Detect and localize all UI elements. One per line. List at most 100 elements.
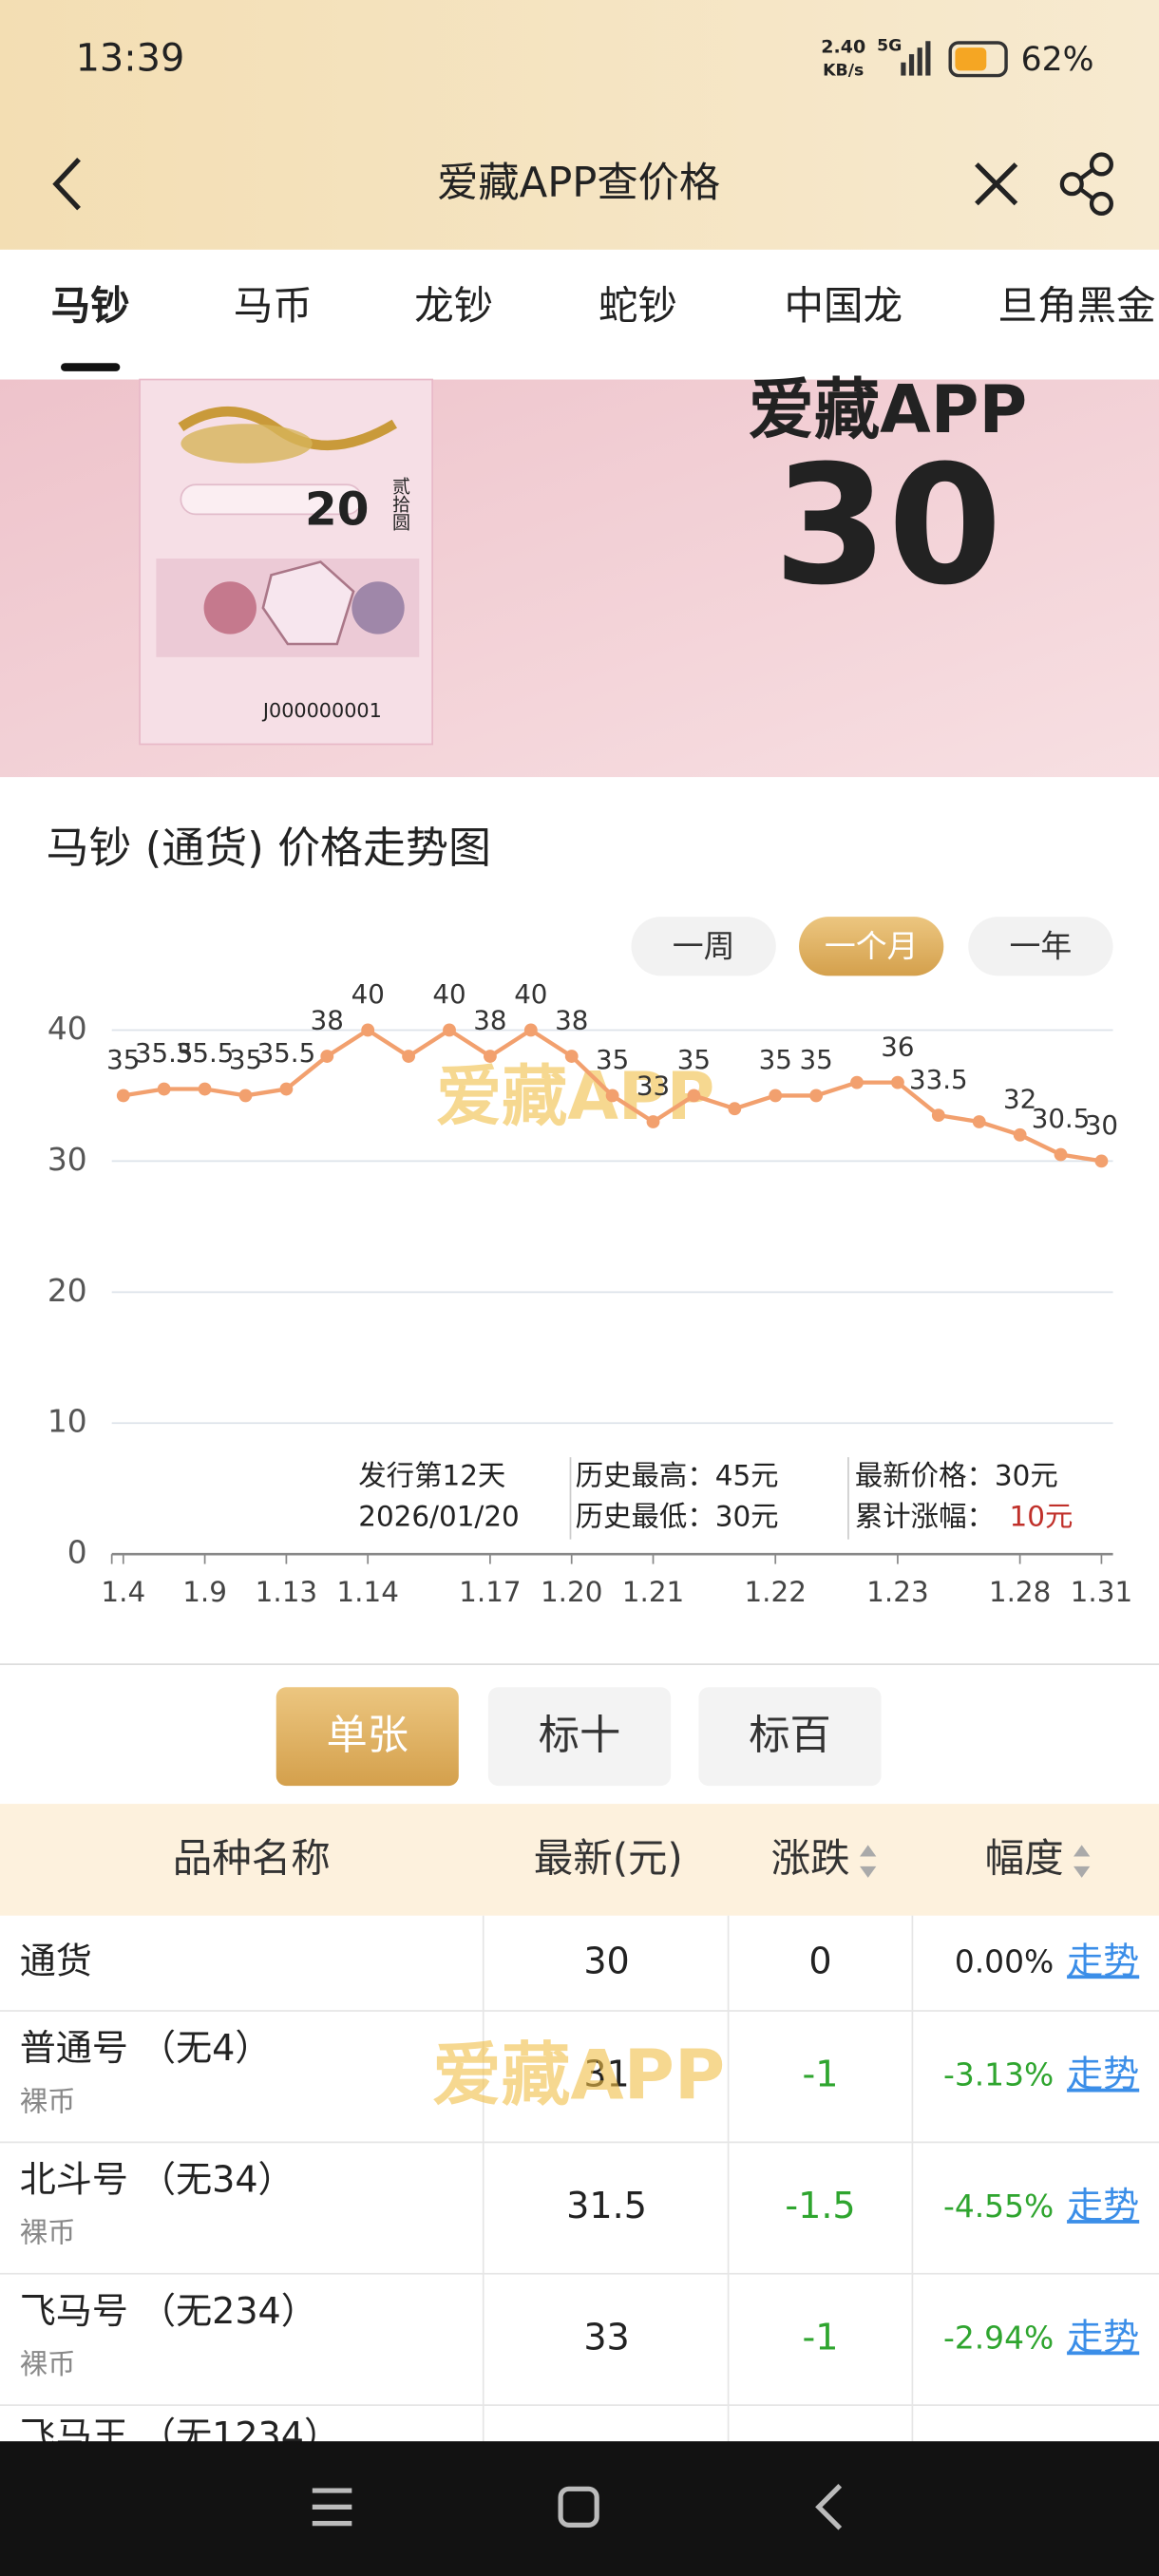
quantity-buttons: 单张 标十 标百 <box>276 1687 882 1787</box>
header-title: 爱藏APP查价格 <box>437 160 720 207</box>
x-tick-label: 1.13 <box>256 1576 318 1608</box>
value-label: 35 <box>800 1044 833 1075</box>
value-label: 35 <box>677 1044 711 1075</box>
back-button[interactable] <box>52 158 81 211</box>
point <box>116 1089 130 1103</box>
row-change: -1 <box>803 2054 839 2095</box>
value-label: 32 <box>1003 1083 1036 1114</box>
value-label: 38 <box>311 1005 344 1036</box>
trend-link[interactable]: 走势 <box>1067 1940 1139 1981</box>
point <box>972 1115 986 1128</box>
row-sub: 裸币 <box>20 2348 76 2380</box>
period-label: 一周 <box>673 927 735 964</box>
tab[interactable]: 蛇钞 <box>598 282 677 329</box>
info-gain: 10元 <box>1010 1501 1074 1533</box>
quantity-button[interactable] <box>487 1687 672 1787</box>
chart-watermark: 爱藏APP <box>436 1059 714 1135</box>
tab-indicator <box>61 363 121 371</box>
point <box>523 1023 538 1037</box>
row-price: 33 <box>583 2316 629 2358</box>
value-label: 35.5 <box>176 1037 235 1069</box>
point <box>402 1050 416 1063</box>
x-tick-label: 1.17 <box>459 1576 522 1608</box>
tab[interactable]: 中国龙 <box>784 282 902 329</box>
point <box>157 1082 171 1096</box>
chart-title: 马钞 (通货) 价格走势图 <box>46 823 491 873</box>
tab[interactable]: 旦角黑金 <box>998 282 1155 329</box>
point <box>1094 1154 1109 1168</box>
point <box>769 1089 783 1103</box>
point <box>238 1089 253 1103</box>
x-tick-label: 1.9 <box>182 1576 227 1608</box>
x-tick-label: 1.20 <box>541 1576 603 1608</box>
period-button[interactable] <box>631 917 776 976</box>
row-sub: 裸币 <box>20 2217 76 2249</box>
point <box>564 1050 579 1063</box>
sort-icon[interactable] <box>1074 1845 1091 1878</box>
value-label: 35 <box>229 1044 262 1075</box>
value-label: 35 <box>106 1044 140 1075</box>
x-tick-label: 1.21 <box>622 1576 685 1608</box>
column-header: 幅度 <box>985 1835 1064 1882</box>
share-button[interactable] <box>1059 152 1113 217</box>
info-low: 历史最低：30元 <box>576 1501 779 1533</box>
value-label: 36 <box>881 1031 914 1062</box>
value-label: 35.5 <box>257 1037 316 1069</box>
y-tick-label: 40 <box>48 1010 87 1047</box>
point <box>646 1115 660 1128</box>
point <box>279 1082 294 1096</box>
period-button[interactable] <box>799 917 944 976</box>
x-tick-label: 1.4 <box>101 1576 145 1608</box>
x-tick-label: 1.14 <box>336 1576 399 1608</box>
row-name: 北斗号 （无34） <box>20 2158 294 2200</box>
x-tick-label: 1.22 <box>744 1576 807 1608</box>
quantity-button[interactable] <box>698 1687 882 1787</box>
trend-link[interactable]: 走势 <box>1067 2316 1139 2358</box>
tabs: 马钞 马币 龙钞 蛇钞 中国龙 旦角黑金 <box>51 282 1156 371</box>
sort-icon[interactable] <box>860 1845 877 1878</box>
quantity-label: 标十 <box>539 1712 621 1759</box>
tab[interactable]: 马钞 <box>51 282 130 329</box>
x-tick-label: 1.31 <box>1071 1576 1133 1608</box>
info-date: 2026/01/20 <box>358 1501 520 1533</box>
value-label: 33 <box>636 1070 670 1102</box>
point <box>931 1108 945 1123</box>
net-speed-unit: KB/s <box>823 61 864 80</box>
row-pct: -3.13% <box>943 2056 1054 2093</box>
period-button[interactable] <box>968 917 1113 976</box>
y-tick-label: 0 <box>67 1534 87 1571</box>
row-pct: -2.94% <box>943 2319 1054 2356</box>
point <box>1054 1147 1068 1162</box>
trend-link[interactable]: 走势 <box>1067 2185 1139 2226</box>
tab[interactable]: 龙钞 <box>414 282 493 329</box>
row-change: -1.5 <box>785 2185 855 2226</box>
quantity-button[interactable] <box>276 1687 459 1787</box>
tab[interactable]: 马币 <box>234 282 313 329</box>
nav-buttons[interactable] <box>312 2484 843 2530</box>
row-name: 通货 <box>20 1940 92 1981</box>
trend-link[interactable]: 走势 <box>1067 2054 1139 2095</box>
period-label: 一年 <box>1010 927 1073 964</box>
row-pct: 0.00% <box>955 1942 1054 1979</box>
table-watermark: 爱藏APP <box>432 2036 725 2116</box>
column-header: 最新(元) <box>534 1835 683 1882</box>
banner-price: 30 <box>773 429 1002 621</box>
row-sub: 裸币 <box>20 2085 76 2117</box>
row-change: -1 <box>803 2316 839 2358</box>
battery-text: 62% <box>1021 41 1094 79</box>
value-label: 35 <box>759 1044 792 1075</box>
point <box>605 1089 619 1103</box>
point <box>198 1082 212 1096</box>
point <box>483 1050 497 1063</box>
tab-bar <box>0 249 1159 380</box>
y-tick-label: 10 <box>48 1403 87 1440</box>
nav-bar <box>0 2441 1159 2576</box>
note-text: 贰拾圆 <box>390 476 410 530</box>
close-button[interactable] <box>975 162 1018 206</box>
column-header: 品种名称 <box>173 1835 331 1882</box>
chart: 一周 一个月 一年 0 10 20 30 40 1.4 1.9 1.13 1.14 1.17 1.20 1.… <box>48 917 1132 1608</box>
banknote: 20 贰拾圆 J000000001 <box>139 378 433 746</box>
